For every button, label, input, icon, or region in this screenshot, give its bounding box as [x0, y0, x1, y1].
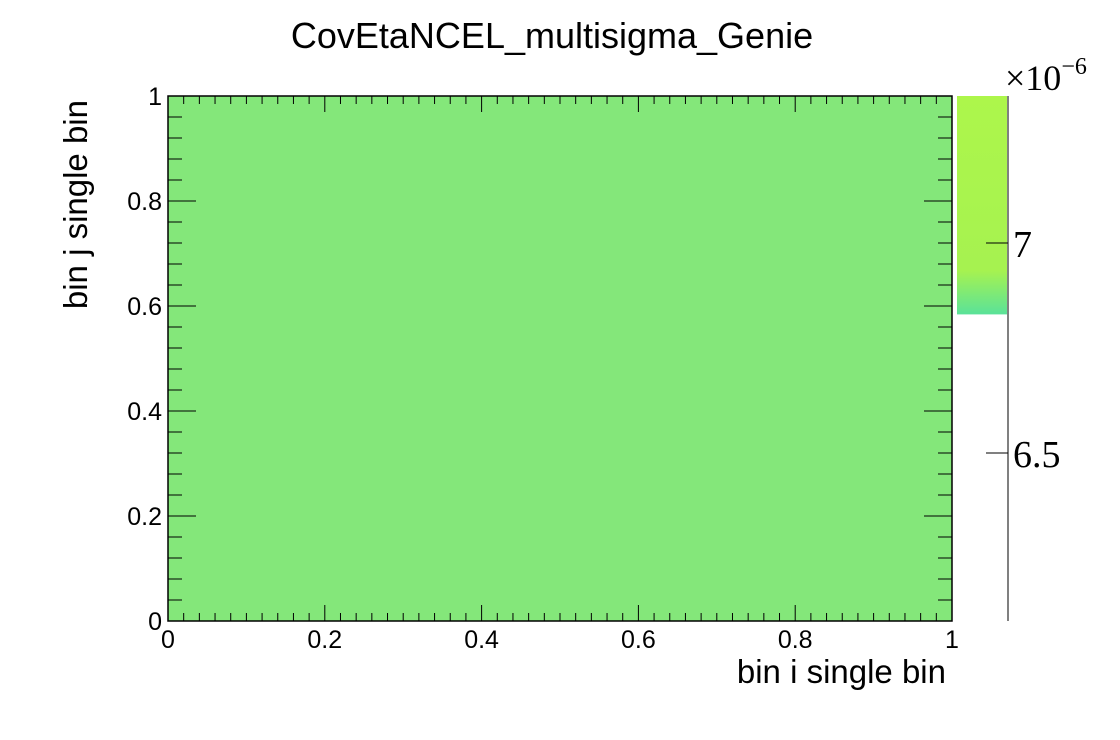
- colorbar-tick-label: 6.5: [1013, 434, 1061, 476]
- x-tick-labels: 0 0.2 0.4 0.6 0.8 1: [161, 626, 959, 654]
- x-tick-label: 0: [161, 626, 175, 654]
- y-tick-label: 1: [148, 83, 162, 111]
- y-tick-labels: 0 0.2 0.4 0.6 0.8 1: [127, 83, 162, 636]
- x-tick-label: 0.6: [621, 626, 656, 654]
- y-tick-label: 0.6: [127, 293, 162, 321]
- axis-tick-marks: [167, 95, 953, 622]
- x-tick-label: 0.4: [464, 626, 499, 654]
- y-tick-label: 0.2: [127, 503, 162, 531]
- colorbar-exponent: ×10−6: [1005, 54, 1087, 98]
- colorbar-fill: [957, 96, 1007, 315]
- heatmap-cell: [168, 96, 952, 621]
- y-axis-label: bin j single bin: [57, 100, 94, 309]
- chart-title: CovEtaNCEL_multisigma_Genie: [291, 15, 813, 56]
- colorbar-tick-label: 7: [1013, 224, 1032, 266]
- heatmap-cells: [168, 96, 952, 621]
- x-axis-label: bin i single bin: [737, 653, 946, 690]
- y-tick-label: 0: [148, 608, 162, 636]
- x-tick-label: 0.2: [307, 626, 342, 654]
- colorbar-ticks: 6.57: [986, 224, 1061, 476]
- y-tick-label: 0.8: [127, 188, 162, 216]
- x-tick-label: 1: [945, 626, 959, 654]
- x-tick-label: 0.8: [778, 626, 813, 654]
- y-tick-label: 0.4: [127, 398, 162, 426]
